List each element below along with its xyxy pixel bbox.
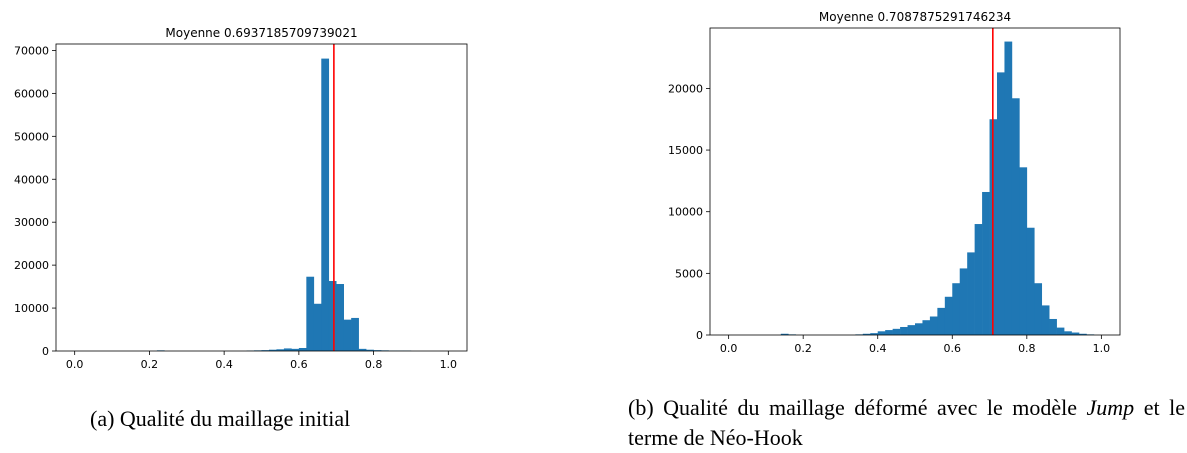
histogram-bar: [900, 327, 908, 335]
histogram-bar: [306, 277, 314, 351]
x-tick-label: 0.6: [290, 358, 308, 371]
histogram-bars: [157, 59, 411, 351]
x-tick-label: 0.2: [141, 358, 159, 371]
histogram-bar: [336, 284, 344, 351]
y-tick-label: 70000: [14, 44, 49, 57]
histogram-bar: [344, 320, 352, 351]
y-tick-label: 20000: [668, 82, 703, 95]
histogram-bars: [781, 42, 1094, 335]
histogram-bar: [1049, 319, 1057, 335]
histogram-bar: [351, 318, 359, 351]
x-tick-label: 0.8: [1018, 342, 1035, 355]
y-tick-label: 5000: [675, 267, 703, 280]
y-tick-label: 15000: [668, 144, 703, 157]
plot-frame: [56, 44, 467, 351]
histogram-bar: [945, 297, 953, 335]
y-tick-label: 30000: [14, 216, 49, 229]
x-tick-label: 0.0: [66, 358, 84, 371]
histogram-bar: [937, 308, 945, 335]
y-tick-label: 40000: [14, 173, 49, 186]
histogram-bar: [1027, 228, 1035, 335]
histogram-bar: [982, 192, 990, 335]
histogram-bar: [952, 283, 960, 335]
y-tick-label: 10000: [668, 206, 703, 219]
caption-b-prefix: (b) Qualité du maillage déformé avec le …: [628, 395, 1087, 420]
x-tick-label: 0.6: [944, 342, 962, 355]
histogram-chart-a: 0.0 0.2 0.4 0.6 0.8 1.0 0 10000 20000 30000 40000 5…: [0, 0, 480, 380]
x-tick-label: 0.0: [720, 342, 738, 355]
x-tick-label: 0.8: [365, 358, 383, 371]
x-tick-label: 1.0: [1093, 342, 1111, 355]
histogram-bar: [967, 252, 975, 335]
x-tick-label: 0.2: [794, 342, 812, 355]
y-tick-label: 0: [42, 345, 49, 358]
histogram-bar: [1004, 42, 1012, 335]
y-tick-label: 10000: [14, 302, 49, 315]
caption-b: (b) Qualité du maillage déformé avec le …: [628, 393, 1185, 453]
histogram-bar: [1019, 167, 1027, 335]
histogram-chart-b: 0.0 0.2 0.4 0.6 0.8 1.0 0 5000 10000 15000 20000 Mo…: [600, 0, 1187, 370]
histogram-panel-b: 0.0 0.2 0.4 0.6 0.8 1.0 0 5000 10000 15000 20000 Mo…: [600, 0, 1187, 450]
histogram-bar: [975, 224, 983, 335]
chart-title: Moyenne 0.6937185709739021: [165, 26, 357, 40]
histogram-bar: [321, 59, 329, 351]
histogram-panel-a: 0.0 0.2 0.4 0.6 0.8 1.0 0 10000 20000 30000 40000 5…: [0, 0, 480, 450]
histogram-bar: [997, 72, 1005, 335]
histogram-bar: [878, 331, 886, 335]
chart-title: Moyenne 0.7087875291746234: [819, 10, 1011, 24]
histogram-bar: [314, 304, 322, 351]
histogram-bar: [1064, 331, 1072, 335]
caption-a: (a) Qualité du maillage initial: [90, 404, 470, 434]
y-tick-label: 60000: [14, 87, 49, 100]
histogram-bar: [915, 323, 923, 335]
y-tick-label: 0: [696, 329, 703, 342]
y-tick-label: 20000: [14, 259, 49, 272]
plot-frame: [710, 28, 1120, 335]
histogram-bar: [1042, 305, 1050, 335]
histogram-bar: [1012, 98, 1020, 335]
histogram-bar: [299, 348, 307, 351]
histogram-bar: [930, 317, 938, 335]
y-tick-label: 50000: [14, 130, 49, 143]
x-tick-label: 0.4: [869, 342, 887, 355]
histogram-bar: [893, 329, 901, 335]
histogram-bar: [908, 325, 916, 335]
histogram-bar: [922, 320, 930, 335]
histogram-bar: [1057, 328, 1065, 335]
histogram-bar: [960, 268, 968, 335]
caption-b-italic: Jump: [1087, 395, 1135, 420]
histogram-bar: [1034, 283, 1042, 335]
histogram-bar: [885, 330, 893, 335]
x-tick-label: 0.4: [215, 358, 233, 371]
histogram-bar: [329, 281, 337, 351]
x-tick-label: 1.0: [440, 358, 458, 371]
